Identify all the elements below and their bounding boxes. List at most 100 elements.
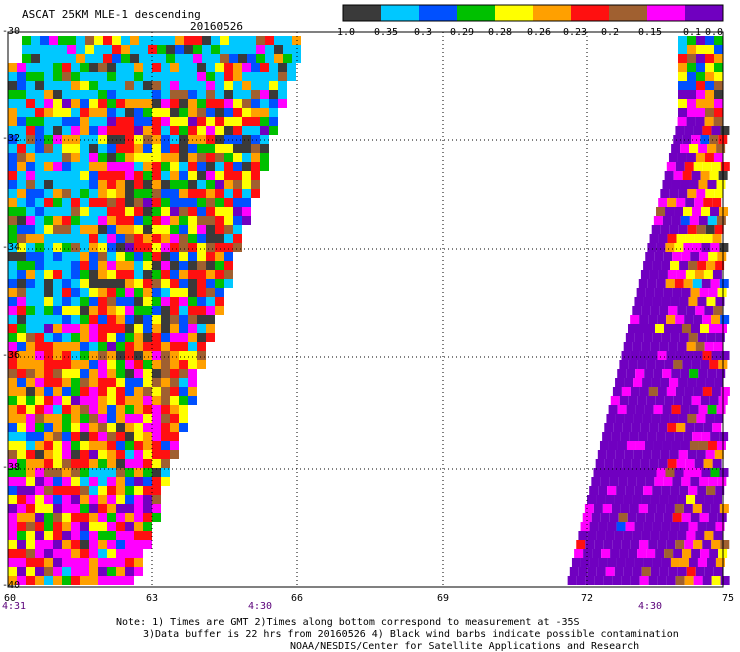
swath-cell xyxy=(139,45,148,54)
swath-cell xyxy=(170,324,179,333)
swath-cell xyxy=(656,468,666,477)
swath-cell xyxy=(242,198,251,207)
swath-cell xyxy=(8,333,17,342)
swath-cell xyxy=(636,513,646,522)
swath-cell xyxy=(35,81,44,90)
swath-cell xyxy=(134,333,143,342)
swath-cell xyxy=(89,450,98,459)
swath-cell xyxy=(71,450,80,459)
swath-cell xyxy=(215,198,224,207)
swath-cell xyxy=(26,315,35,324)
swath-cell xyxy=(134,495,143,504)
swath-cell xyxy=(89,90,98,99)
swath-cell xyxy=(62,180,71,189)
swath-cell xyxy=(233,126,242,135)
swath-cell xyxy=(161,432,170,441)
swath-cell xyxy=(116,171,125,180)
swath-cell xyxy=(188,252,197,261)
swath-cell xyxy=(650,342,660,351)
swath-cell xyxy=(26,72,35,81)
swath-cell xyxy=(134,369,143,378)
swath-cell xyxy=(197,117,206,126)
swath-cell xyxy=(143,108,152,117)
swath-cell xyxy=(161,153,170,162)
swath-cell xyxy=(644,405,654,414)
swath-cell xyxy=(625,558,635,567)
swath-cell xyxy=(251,63,260,72)
swath-cell xyxy=(695,567,705,576)
swath-cell xyxy=(686,531,696,540)
swath-cell xyxy=(193,54,202,63)
swath-cell xyxy=(673,396,683,405)
swath-cell xyxy=(62,171,71,180)
note-line: NOAA/NESDIS/Center for Satellite Applica… xyxy=(290,641,640,652)
swath-cell xyxy=(107,162,116,171)
swath-cell xyxy=(655,549,665,558)
swath-cell xyxy=(35,504,44,513)
swath-cell xyxy=(8,513,17,522)
swath-cell xyxy=(672,288,682,297)
swath-cell xyxy=(682,360,692,369)
swath-cell xyxy=(170,162,179,171)
swath-cell xyxy=(143,423,152,432)
swath-cell xyxy=(134,567,143,576)
swath-cell xyxy=(709,396,719,405)
swath-cell xyxy=(143,405,152,414)
swath-cell xyxy=(143,396,152,405)
swath-cell xyxy=(624,378,634,387)
swath-cell xyxy=(71,486,80,495)
swath-cell xyxy=(44,234,53,243)
swath-cell xyxy=(593,468,603,477)
swath-cell xyxy=(17,567,26,576)
swath-cell xyxy=(98,459,107,468)
swath-cell xyxy=(107,360,116,369)
swath-cell xyxy=(53,423,62,432)
swath-cell xyxy=(683,432,693,441)
swath-cell xyxy=(687,99,696,108)
swath-cell xyxy=(44,126,53,135)
swath-cell xyxy=(71,126,80,135)
swath-cell xyxy=(62,261,71,270)
swath-cell xyxy=(152,90,161,99)
swath-cell xyxy=(224,252,233,261)
swath-cell xyxy=(170,387,179,396)
swath-cell xyxy=(206,225,215,234)
swath-cell xyxy=(638,504,648,513)
swath-cell xyxy=(107,207,116,216)
swath-cell xyxy=(699,513,709,522)
swath-cell xyxy=(134,549,143,558)
swath-cell xyxy=(35,477,44,486)
swath-cell xyxy=(26,207,35,216)
swath-cell xyxy=(179,315,188,324)
swath-cell xyxy=(116,207,125,216)
swath-cell xyxy=(698,441,708,450)
swath-cell xyxy=(89,72,98,81)
swath-cell xyxy=(686,567,696,576)
swath-cell xyxy=(17,306,26,315)
swath-cell xyxy=(8,198,17,207)
swath-cell xyxy=(612,540,622,549)
swath-cell xyxy=(53,315,62,324)
swath-cell xyxy=(8,387,17,396)
swath-cell xyxy=(107,333,116,342)
swath-cell xyxy=(35,117,44,126)
swath-cell xyxy=(125,243,134,252)
swath-cell xyxy=(617,369,627,378)
swath-cell xyxy=(714,450,724,459)
swath-cell xyxy=(687,72,696,81)
swath-cell xyxy=(602,504,612,513)
swath-cell xyxy=(621,351,631,360)
swath-cell xyxy=(89,180,98,189)
swath-cell xyxy=(22,54,31,63)
swath-cell xyxy=(278,63,287,72)
swath-cell xyxy=(676,459,686,468)
swath-cell xyxy=(85,45,94,54)
swath-cell xyxy=(166,54,175,63)
swath-cell xyxy=(89,558,98,567)
swath-cell xyxy=(62,369,71,378)
swath-cell xyxy=(215,72,224,81)
swath-cell xyxy=(107,225,116,234)
swath-cell xyxy=(53,90,62,99)
swath-cell xyxy=(44,414,53,423)
swath-cell xyxy=(143,270,152,279)
